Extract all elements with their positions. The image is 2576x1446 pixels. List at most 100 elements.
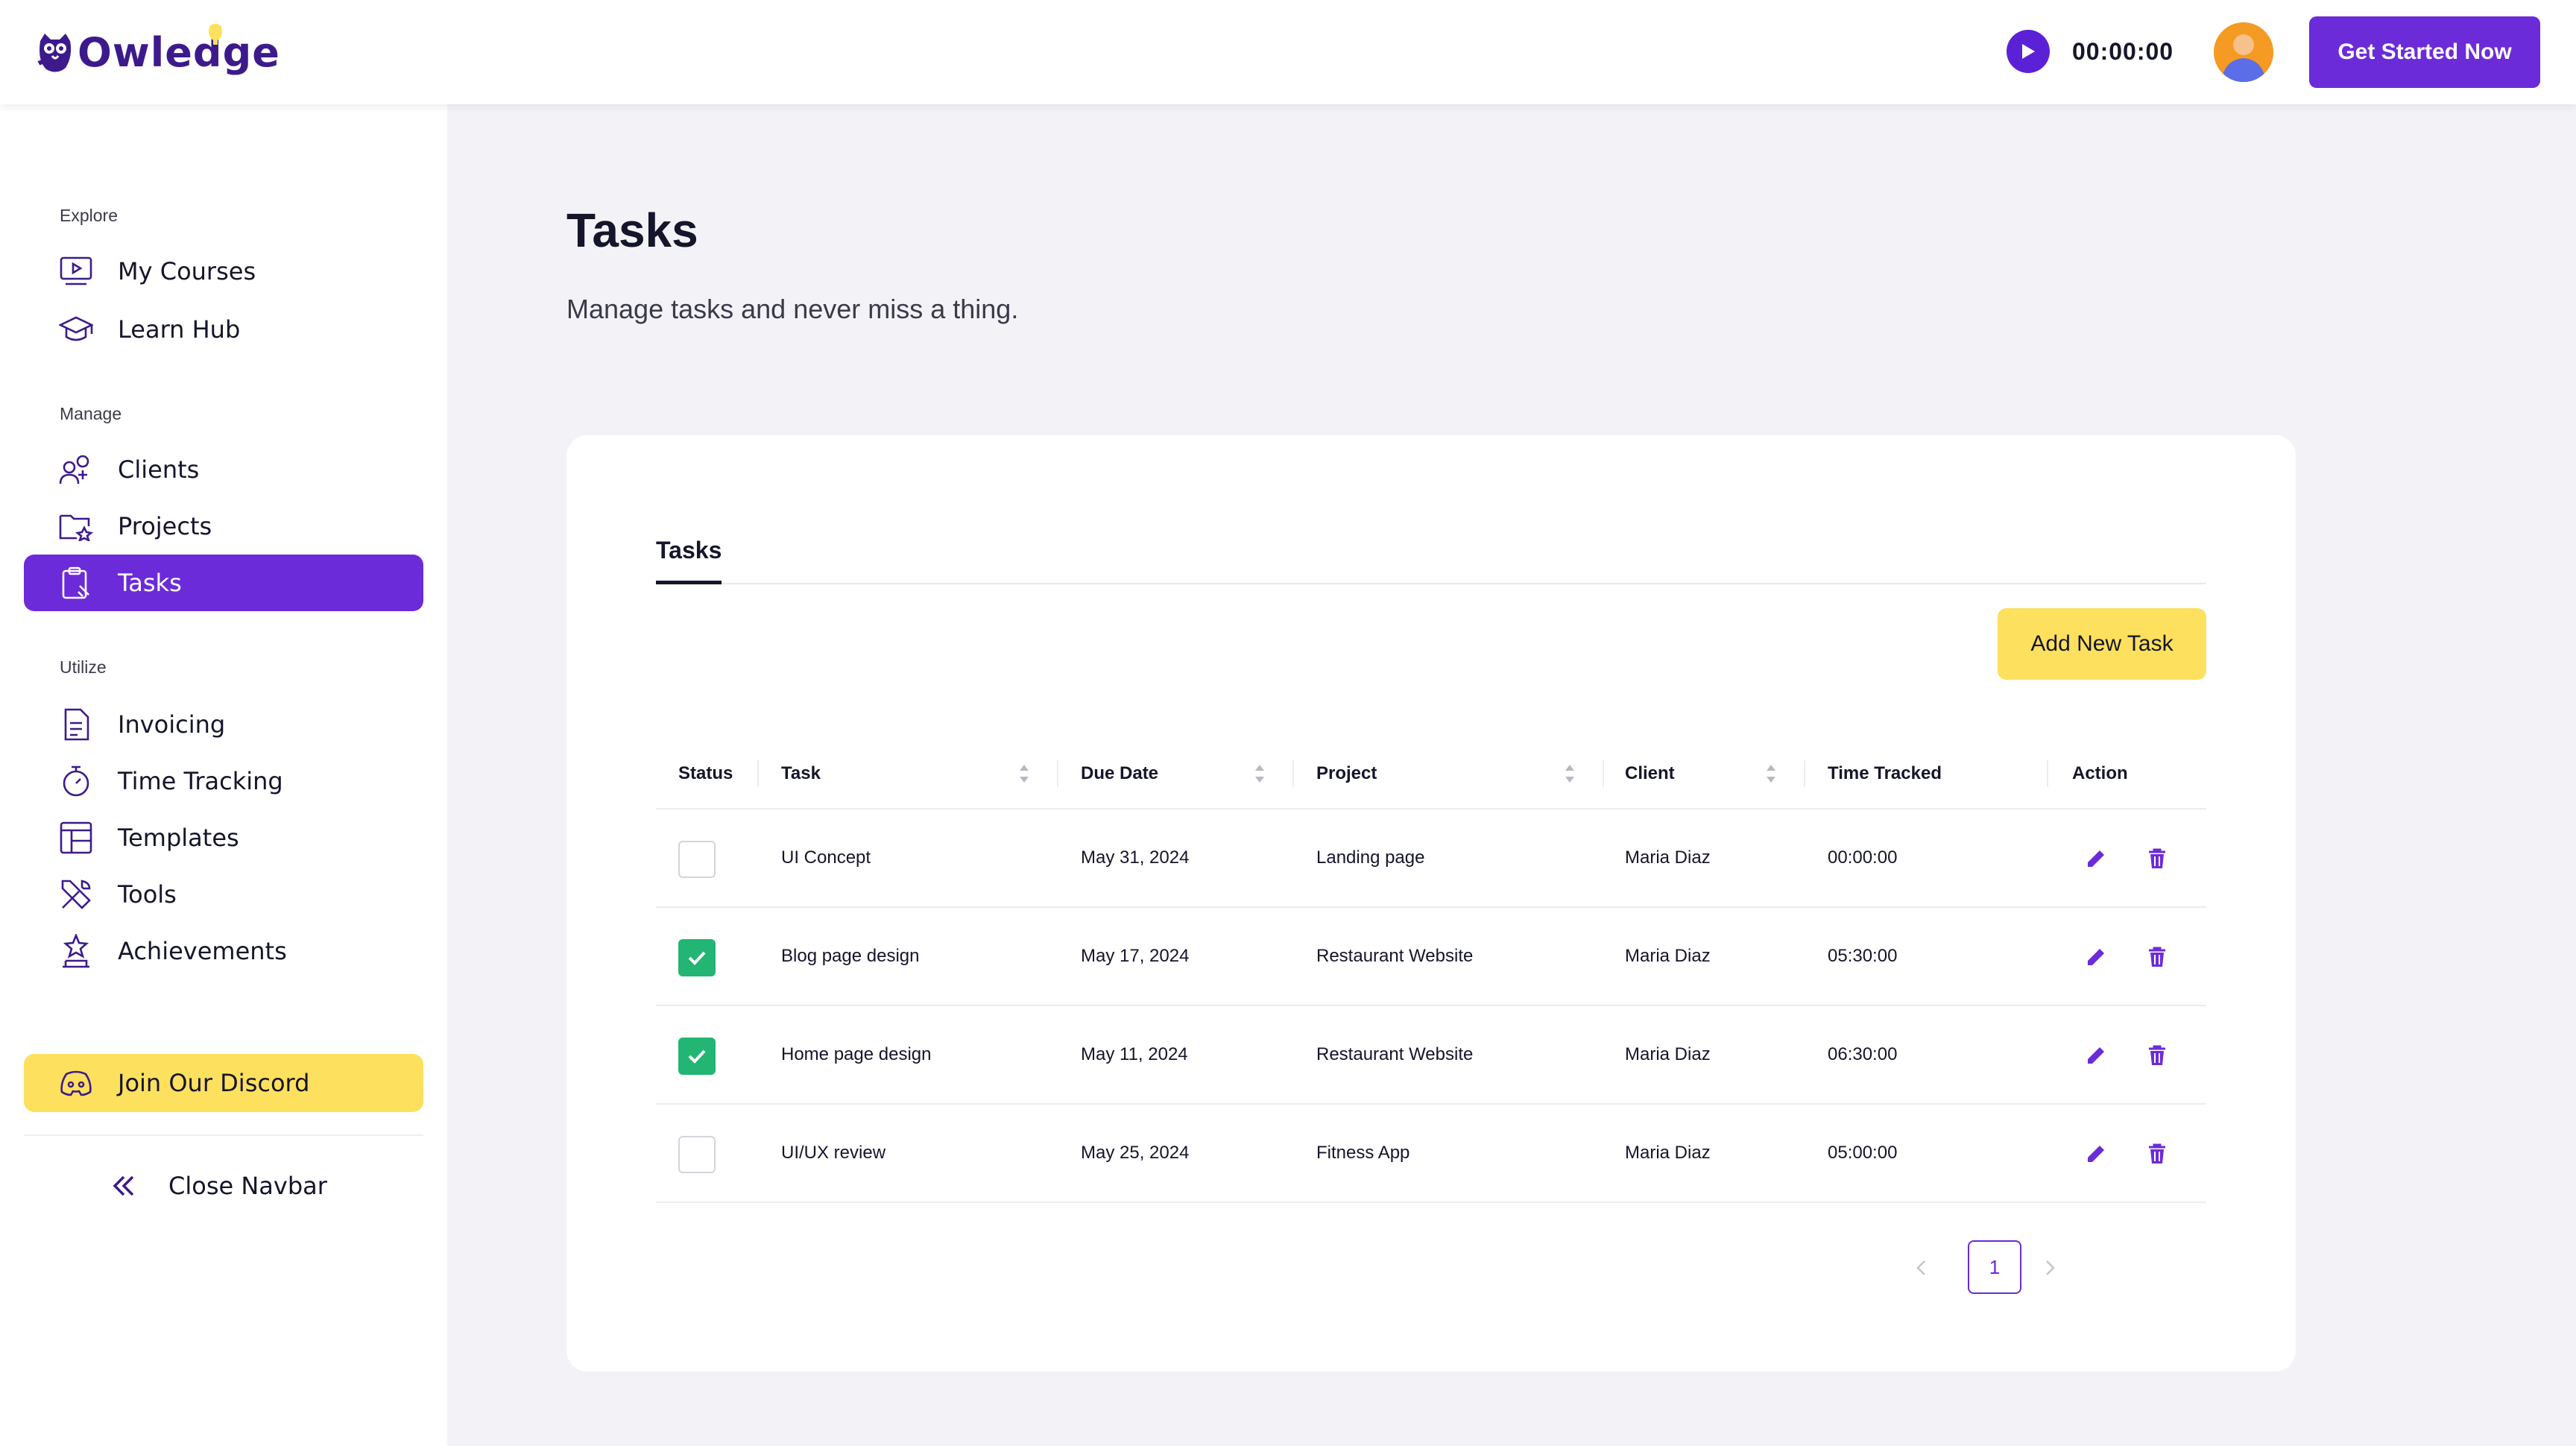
main-content: Tasks Manage tasks and never miss a thin…	[447, 104, 2576, 1446]
trash-icon[interactable]	[2142, 1139, 2172, 1169]
trash-icon[interactable]	[2142, 942, 2172, 972]
table-row: UI/UX review May 25, 2024 Fitness App Ma…	[656, 1105, 2206, 1203]
sort-icon[interactable]	[1252, 762, 1267, 786]
sidebar-divider	[24, 1134, 423, 1136]
checkmark-icon	[688, 951, 706, 965]
trophy-star-icon	[58, 933, 94, 969]
status-checkbox-checked[interactable]	[678, 1038, 716, 1075]
column-separator	[1057, 760, 1058, 787]
chevron-right-icon[interactable]	[2038, 1255, 2063, 1281]
document-icon	[58, 707, 94, 742]
tools-icon	[58, 877, 94, 912]
play-icon[interactable]	[2007, 30, 2050, 73]
double-chevron-left-icon	[113, 1175, 134, 1196]
get-started-button[interactable]: Get Started Now	[2309, 16, 2540, 88]
edit-pencil-icon[interactable]	[2081, 942, 2111, 972]
users-plus-icon	[58, 452, 94, 487]
task-name: UI Concept	[781, 847, 871, 868]
due-date: May 17, 2024	[1081, 946, 1190, 966]
sidebar-item-label: My Courses	[118, 257, 256, 285]
column-header-project[interactable]: Project	[1316, 763, 1377, 783]
sort-icon[interactable]	[1764, 762, 1778, 786]
edit-pencil-icon[interactable]	[2081, 1041, 2111, 1070]
column-header-client[interactable]: Client	[1625, 763, 1675, 783]
timer: 00:00:00	[2007, 30, 2174, 73]
task-name: UI/UX review	[781, 1143, 886, 1163]
sidebar-item-label: Time Tracking	[118, 767, 283, 795]
column-header-time-tracked: Time Tracked	[1828, 763, 1942, 783]
column-header-action: Action	[2072, 763, 2128, 783]
table-row: Blog page design May 17, 2024 Restaurant…	[656, 908, 2206, 1006]
page-subtitle: Manage tasks and never miss a thing.	[566, 294, 1019, 324]
project-name: Fitness App	[1316, 1143, 1410, 1163]
chevron-left-icon[interactable]	[1908, 1255, 1933, 1281]
status-checkbox[interactable]	[678, 1136, 716, 1173]
column-separator	[1603, 760, 1604, 787]
play-screen-icon	[58, 253, 94, 289]
sidebar-item-label: Templates	[118, 824, 239, 852]
sidebar-item-learn-hub[interactable]: Learn Hub	[24, 301, 423, 358]
timer-readout: 00:00:00	[2072, 37, 2174, 65]
client-name: Maria Diaz	[1625, 946, 1711, 966]
time-tracked: 05:30:00	[1828, 946, 1898, 966]
sidebar-item-label: Tasks	[118, 569, 182, 597]
tab-bar: Tasks	[656, 525, 2206, 584]
sort-icon[interactable]	[1562, 762, 1577, 786]
edit-pencil-icon[interactable]	[2081, 844, 2111, 874]
sidebar: Explore My Courses Learn Hub Manage Clie…	[0, 104, 447, 1446]
column-header-task[interactable]: Task	[781, 763, 821, 783]
trash-icon[interactable]	[2142, 844, 2172, 874]
logo-text: Owledge	[78, 28, 280, 76]
checkmark-icon	[688, 1049, 706, 1064]
sidebar-item-tools[interactable]: Tools	[24, 866, 423, 923]
due-date: May 25, 2024	[1081, 1143, 1190, 1163]
time-tracked: 06:30:00	[1828, 1044, 1898, 1064]
status-checkbox-checked[interactable]	[678, 939, 716, 976]
sidebar-item-templates[interactable]: Templates	[24, 809, 423, 866]
status-checkbox[interactable]	[678, 841, 716, 878]
avatar[interactable]	[2214, 22, 2273, 82]
time-tracked: 00:00:00	[1828, 847, 1898, 868]
trash-icon[interactable]	[2142, 1041, 2172, 1070]
client-name: Maria Diaz	[1625, 1143, 1711, 1163]
table-row: Home page design May 11, 2024 Restaurant…	[656, 1006, 2206, 1105]
close-navbar-button[interactable]: Close Navbar	[112, 1167, 327, 1205]
page-number-button[interactable]: 1	[1968, 1240, 2021, 1294]
sidebar-section-explore: Explore	[60, 206, 118, 225]
sidebar-item-label: Invoicing	[118, 710, 226, 739]
sidebar-item-clients[interactable]: Clients	[24, 441, 423, 498]
add-new-task-button[interactable]: Add New Task	[1998, 608, 2206, 680]
sidebar-item-label: Projects	[118, 512, 212, 540]
sidebar-section-manage: Manage	[60, 404, 122, 423]
due-date: May 31, 2024	[1081, 847, 1190, 868]
discord-icon	[58, 1065, 94, 1101]
sidebar-item-tasks[interactable]: Tasks	[24, 555, 423, 611]
task-name: Blog page design	[781, 946, 920, 966]
pagination: 1	[1908, 1240, 2206, 1295]
tasks-table: Status Task Due Date Project Client Time…	[656, 738, 2206, 1203]
column-separator	[757, 760, 759, 787]
time-tracked: 05:00:00	[1828, 1143, 1898, 1163]
clipboard-icon	[58, 565, 94, 601]
top-header: Owledge 00:00:00 Get Started Now	[0, 0, 2576, 104]
sidebar-item-my-courses[interactable]: My Courses	[24, 243, 423, 300]
tab-tasks[interactable]: Tasks	[656, 525, 722, 584]
sidebar-item-label: Achievements	[118, 937, 287, 965]
join-discord-button[interactable]: Join Our Discord	[24, 1054, 423, 1112]
sidebar-item-achievements[interactable]: Achievements	[24, 923, 423, 979]
sidebar-item-label: Tools	[118, 880, 177, 909]
sidebar-item-label: Clients	[118, 455, 200, 484]
edit-pencil-icon[interactable]	[2081, 1139, 2111, 1169]
column-header-due-date[interactable]: Due Date	[1081, 763, 1159, 783]
sidebar-item-invoicing[interactable]: Invoicing	[24, 696, 423, 753]
table-header: Status Task Due Date Project Client Time…	[656, 738, 2206, 809]
graduation-cap-icon	[58, 312, 94, 347]
page-title: Tasks	[566, 203, 698, 257]
sidebar-section-utilize: Utilize	[60, 657, 107, 677]
template-grid-icon	[58, 820, 94, 856]
sidebar-item-time-tracking[interactable]: Time Tracking	[24, 753, 423, 809]
logo[interactable]: Owledge	[34, 24, 280, 79]
sort-icon[interactable]	[1017, 762, 1032, 786]
owl-logo-icon	[34, 26, 76, 78]
sidebar-item-projects[interactable]: Projects	[24, 498, 423, 555]
